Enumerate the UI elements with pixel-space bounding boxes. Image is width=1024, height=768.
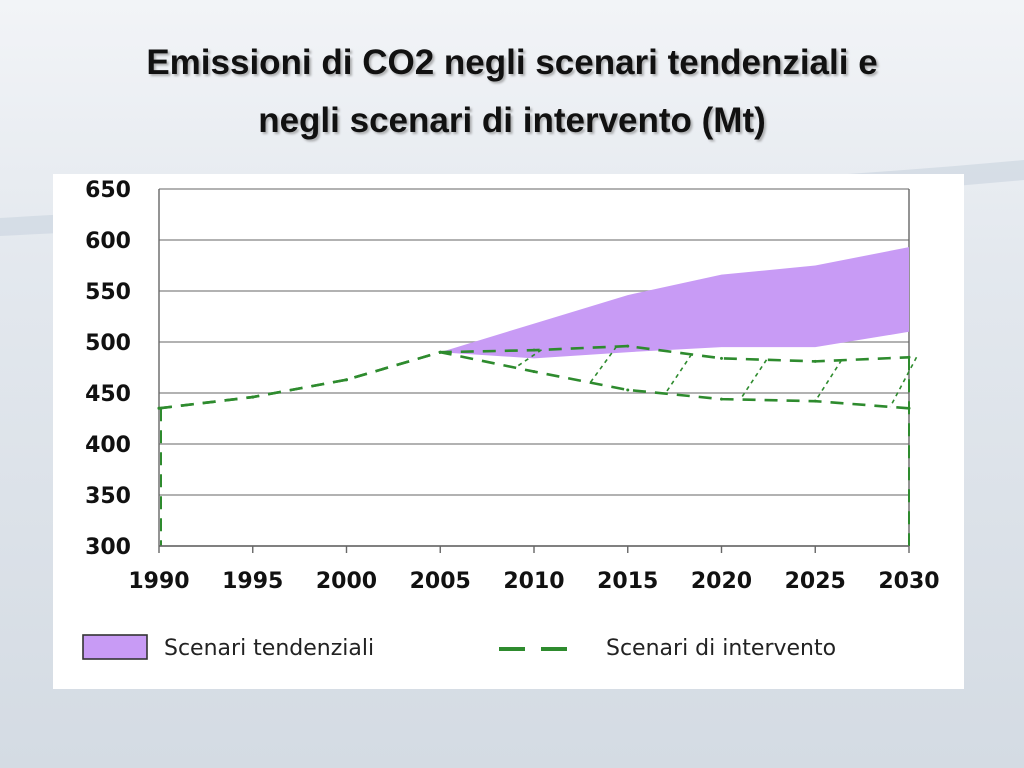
x-tick-label-2015: 2015 [597,569,658,594]
x-tick-label-2010: 2010 [503,569,564,594]
y-tick-label-450: 450 [85,382,131,407]
legend-swatch-tendenziali [82,634,148,660]
legend-label-tendenziali: Scenari tendenziali [164,636,374,661]
intervento-hatch-2009 [514,349,542,369]
slide-title-line-2: negli scenari di intervento (Mt) [258,101,766,140]
co2-emissions-chart: 300 350 400 450 500 550 600 650 1990 1995 2000 2005… [82,178,940,661]
x-tick-label-2000: 2000 [316,569,377,594]
intervento-hatch-2029 [889,356,918,408]
intervento-lower-point-1995 [251,395,255,399]
y-tick-label-350: 350 [85,484,131,509]
legend-label-intervento: Scenari di intervento [606,636,836,661]
intervento-hatch-2017 [664,353,693,395]
y-tick-label-600: 600 [85,229,131,254]
y-tick-label-500: 500 [85,331,131,356]
intervento-upper-point-2020 [720,356,723,360]
intervento-lower-point-2010 [532,370,536,374]
y-tick-label-550: 550 [85,280,131,305]
series-scenari-tendenziali-area [440,247,909,359]
x-tick-label-1990: 1990 [128,569,189,594]
intervento-upper-point-2025 [813,359,817,363]
intervento-upper-point-2015 [626,344,630,348]
x-tick-label-2030: 2030 [878,569,939,594]
x-tick-label-2020: 2020 [691,569,752,594]
intervento-lower-point-2005 [438,350,442,354]
intervento-lower-point-2000 [345,378,348,382]
y-tick-label-400: 400 [85,433,131,458]
intervento-upper-point-2010 [532,348,536,352]
x-tick-label-2005: 2005 [410,569,471,594]
y-tick-label-300: 300 [85,535,131,560]
intervento-lower-point-1990 [157,406,161,410]
intervento-hatch-2025 [814,359,843,402]
chart-panel: 300 350 400 450 500 550 600 650 1990 1995 2000 2005… [53,174,964,689]
x-tick-label-2025: 2025 [785,569,846,594]
intervento-lower-point-2020 [720,397,723,401]
slide-title: Emissioni di CO2 negli scenari tendenzia… [0,34,1024,150]
y-tick-label-650: 650 [85,178,131,203]
slide-title-line-1: Emissioni di CO2 negli scenari tendenzia… [146,43,878,82]
intervento-lower-point-2015 [626,388,630,392]
x-tick-label-1995: 1995 [222,569,283,594]
